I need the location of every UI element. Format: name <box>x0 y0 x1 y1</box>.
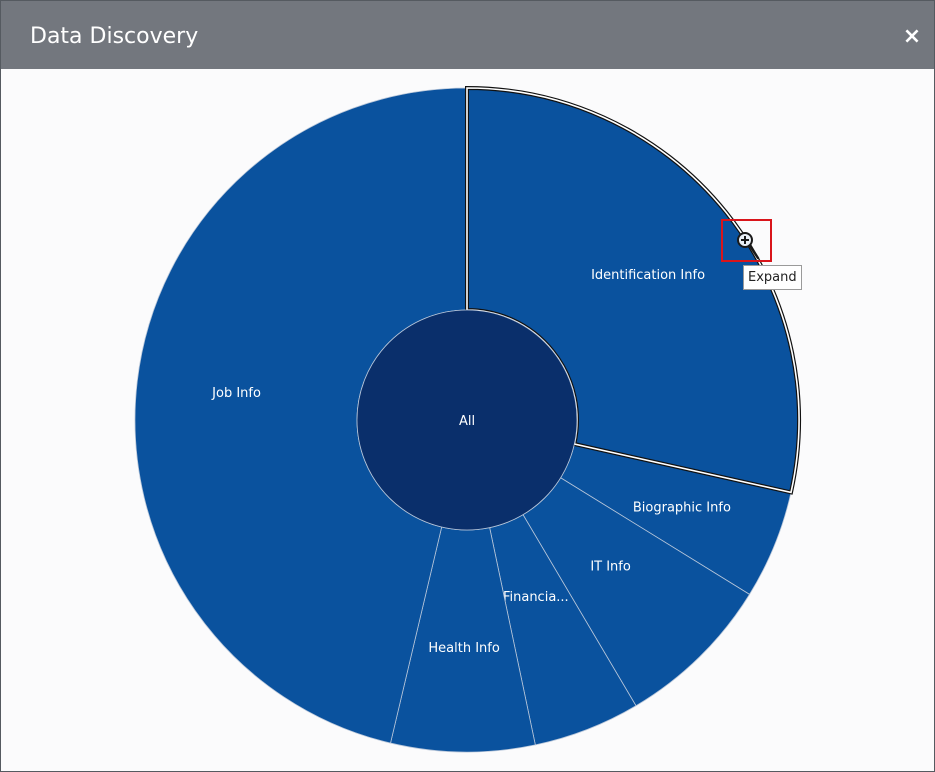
close-icon[interactable]: × <box>902 24 922 49</box>
expand-highlight-box <box>721 219 772 262</box>
dialog-title: Data Discovery <box>30 24 199 49</box>
dialog-titlebar: Data Discovery × <box>1 1 934 69</box>
expand-tooltip: Expand <box>743 265 802 290</box>
center-all[interactable] <box>356 309 578 531</box>
zoom-in-icon[interactable] <box>737 232 760 260</box>
